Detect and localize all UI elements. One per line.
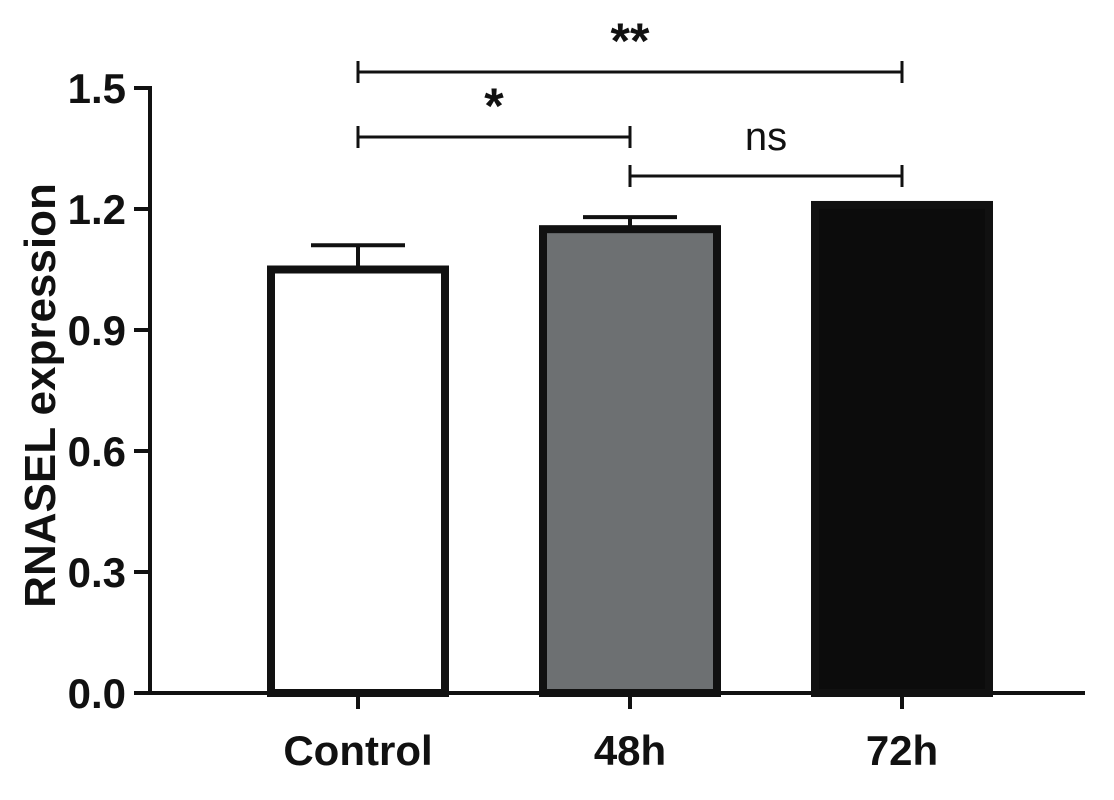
significance-annotations: ***ns [356,13,904,187]
y-tick-label: 0.6 [68,428,126,475]
bar-48h [539,225,721,698]
labels: 0.0 0.3 0.6 0.9 1.2 1.5 Control 48h 72h RNASEL ex… [16,65,938,774]
x-tick-label: 72h [866,727,938,774]
y-axis-title: RNASEL expression [16,183,65,608]
error-bars [311,200,949,270]
y-tick-label: 0.0 [68,670,126,717]
y-tick-label: 1.2 [68,186,126,233]
bars [267,200,993,698]
significance-label: ** [611,13,650,69]
y-tick-label: 0.9 [68,307,126,354]
significance-label: * [484,78,504,134]
bar-72h [811,200,993,697]
y-tick-label: 0.3 [68,549,126,596]
x-tick-label: Control [283,727,432,774]
y-tick-label: 1.5 [68,65,126,112]
significance-label: ns [745,115,787,159]
bar-control [267,265,449,697]
x-tick-label: 48h [594,727,666,774]
